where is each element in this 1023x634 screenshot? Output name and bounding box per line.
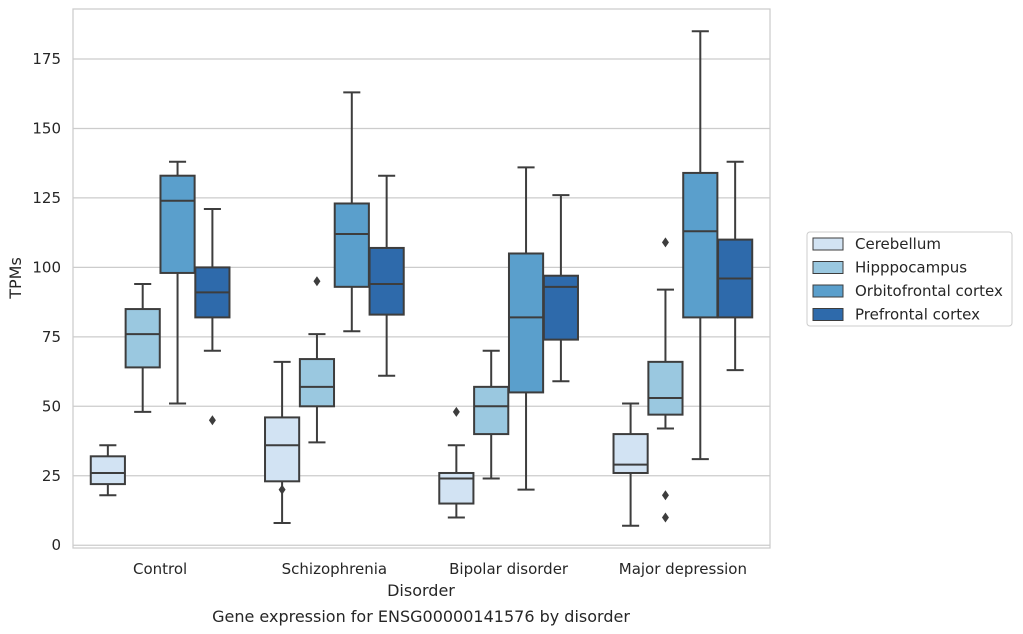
y-tick-label: 50 <box>42 397 61 415</box>
box <box>159 160 196 405</box>
series-cerebellum <box>89 360 649 527</box>
legend-frame <box>806 231 1013 327</box>
x-axis-ticks: Control Schizophrenia Bipolar disorder Majo… <box>133 560 747 578</box>
y-tick-label: 25 <box>42 467 61 485</box>
legend-label: Hipppocampus <box>855 259 967 277</box>
box-body <box>124 308 161 369</box>
outlier-point <box>313 276 321 287</box>
box-body <box>333 202 370 288</box>
y-tick-label: 75 <box>42 328 61 346</box>
box <box>89 444 126 497</box>
box <box>298 276 336 444</box>
legend-label: Cerebellum <box>855 235 941 253</box>
box <box>438 406 475 519</box>
outlier-point <box>661 490 669 501</box>
box <box>682 30 719 461</box>
outlier-point <box>208 415 216 426</box>
plot-frame <box>72 8 771 549</box>
outlier-point <box>661 237 669 248</box>
box-body <box>264 416 301 483</box>
box-body <box>368 246 405 316</box>
outlier-point <box>452 406 460 417</box>
box-body <box>507 252 545 394</box>
y-tick-label: 125 <box>32 189 61 207</box>
x-tick-label: Schizophrenia <box>282 560 387 578</box>
x-tick-label: Bipolar disorder <box>449 560 569 578</box>
box <box>542 194 579 383</box>
box-body <box>89 455 126 486</box>
series-prefrontal-cortex <box>194 160 754 426</box>
x-tick-label: Major depression <box>619 560 747 578</box>
outlier-point <box>661 512 669 523</box>
outlier-point <box>278 484 286 495</box>
box <box>124 283 161 413</box>
y-tick-label: 0 <box>51 536 61 554</box>
box <box>368 174 405 377</box>
chart-caption: Gene expression for ENSG00000141576 by d… <box>212 607 630 626</box>
box <box>717 160 754 372</box>
box-body <box>159 174 196 274</box>
box-series <box>89 30 754 527</box>
y-tick-label: 150 <box>32 119 61 137</box>
legend-swatch <box>812 308 844 321</box>
box-body <box>473 385 510 436</box>
y-tick-label: 100 <box>32 258 61 276</box>
legend-label: Orbitofrontal cortex <box>855 282 1003 300</box>
legend: Cerebellum Hipppocampus Orbitofrontal cort… <box>806 231 1013 327</box>
box <box>507 166 545 491</box>
x-tick-label: Control <box>133 560 187 578</box>
legend-label: Prefrontal cortex <box>855 306 980 324</box>
box <box>264 360 301 524</box>
x-axis-label: Disorder <box>387 581 455 600</box>
legend-swatch <box>812 237 844 251</box>
box <box>473 349 510 480</box>
box-body <box>647 360 684 416</box>
box <box>647 237 684 523</box>
box-body <box>682 171 719 319</box>
box <box>194 208 231 426</box>
y-axis-ticks: 0 25 50 75 100 125 150 175 <box>32 50 61 554</box>
box-body <box>612 433 649 474</box>
legend-swatch <box>812 261 844 274</box>
box <box>612 402 649 527</box>
y-axis-label: TPMs <box>6 257 25 300</box>
box <box>333 91 370 333</box>
box-body <box>542 274 579 341</box>
y-tick-label: 175 <box>32 50 61 68</box>
series-hipppocampus <box>124 237 684 523</box>
legend-swatch <box>812 284 844 298</box>
series-orbitofrontal-cortex <box>159 30 719 491</box>
box-body <box>298 358 336 408</box>
